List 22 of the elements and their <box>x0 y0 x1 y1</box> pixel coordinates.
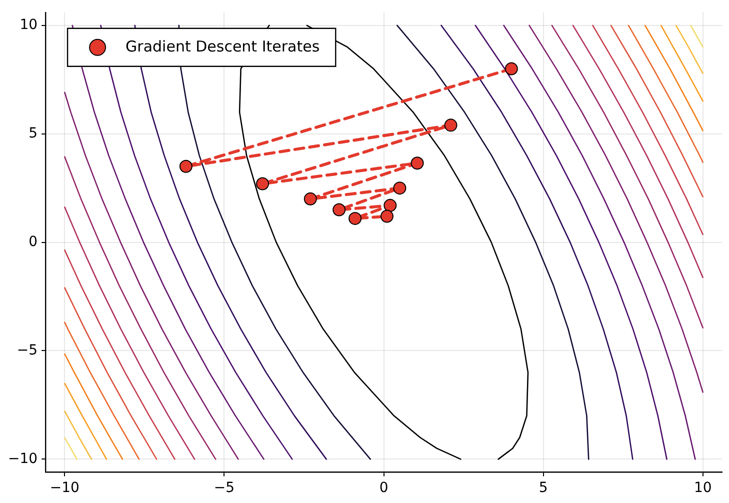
point <box>380 210 394 223</box>
y-tick-label: −5 <box>16 342 38 358</box>
point <box>393 182 406 195</box>
point <box>410 156 424 170</box>
y-tick-label: 10 <box>20 17 38 34</box>
point <box>179 160 192 173</box>
y-tick-label: 5 <box>28 125 38 142</box>
point <box>256 177 270 190</box>
point <box>444 118 458 132</box>
legend-label: Gradient Descent Iterates <box>126 37 320 56</box>
x-tick-label: −10 <box>50 480 80 496</box>
y-tick-label: −10 <box>8 450 38 467</box>
point <box>348 212 362 225</box>
x-tick-label: 5 <box>538 480 548 496</box>
x-tick-label: 0 <box>379 480 388 496</box>
y-tick-label: 0 <box>28 234 38 250</box>
point <box>384 198 397 212</box>
x-tick-label: −5 <box>214 480 235 496</box>
x-tick-label: 10 <box>694 480 712 496</box>
point <box>304 192 317 206</box>
point <box>504 62 518 76</box>
point <box>332 203 346 216</box>
